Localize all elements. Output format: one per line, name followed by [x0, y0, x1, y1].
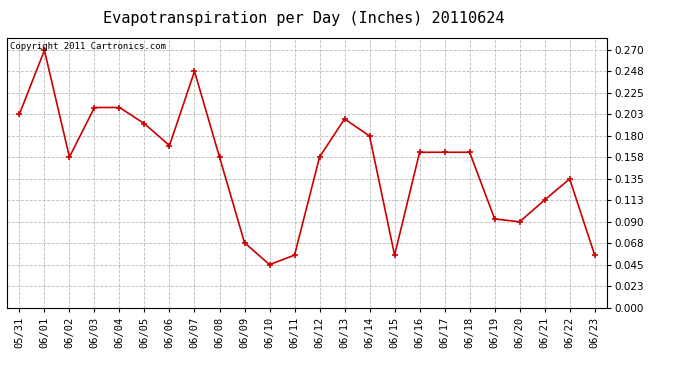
Text: Copyright 2011 Cartronics.com: Copyright 2011 Cartronics.com: [10, 42, 166, 51]
Text: Evapotranspiration per Day (Inches) 20110624: Evapotranspiration per Day (Inches) 2011…: [103, 11, 504, 26]
